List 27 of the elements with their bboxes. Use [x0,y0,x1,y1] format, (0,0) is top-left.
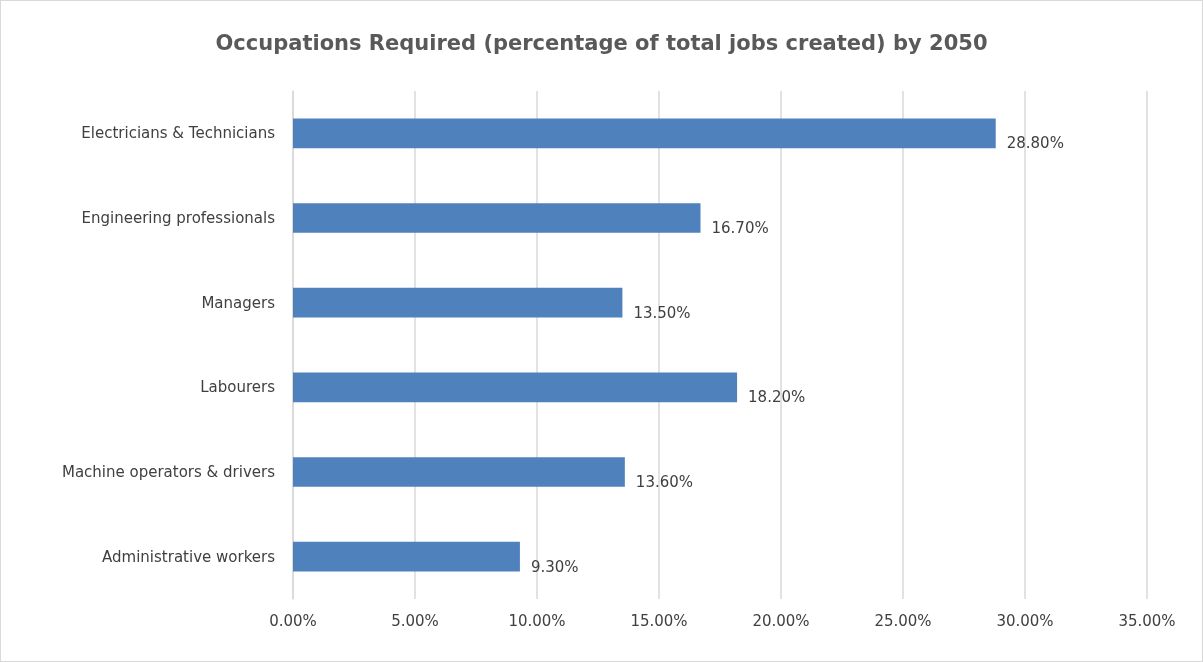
y-tick-label: Labourers [200,378,276,397]
data-label: 13.60% [635,473,694,491]
x-tick-label: 5.00% [391,611,439,630]
bar [293,287,623,318]
x-tick-label: 15.00% [630,611,688,630]
x-tick-label: 10.00% [508,611,566,630]
bar [293,118,996,149]
data-label: 28.80% [1006,134,1064,153]
y-tick-label: Administrative workers [102,547,276,566]
bar [293,541,520,572]
y-tick-label: Electricians & Technicians [81,124,276,143]
data-label: 18.20% [748,388,806,407]
y-tick-label: Machine operators & drivers [61,463,276,481]
x-tick-label: 0.00% [269,611,317,630]
x-tick-label: 20.00% [752,611,810,630]
y-tick-label: Managers [201,293,276,312]
x-tick-label: 35.00% [1118,611,1176,630]
x-tick-label: 25.00% [874,611,932,630]
data-label: 13.50% [633,303,691,322]
x-tick-label: 30.00% [996,611,1054,630]
data-label: 16.70% [711,219,769,237]
bar [293,457,625,487]
bar [293,372,738,403]
y-tick-label: Engineering professionals [81,209,276,227]
data-label: 9.30% [530,557,579,576]
bar [293,203,701,233]
chart-title: Occupations Required (percentage of total jobs created) by 2050 [215,30,988,55]
